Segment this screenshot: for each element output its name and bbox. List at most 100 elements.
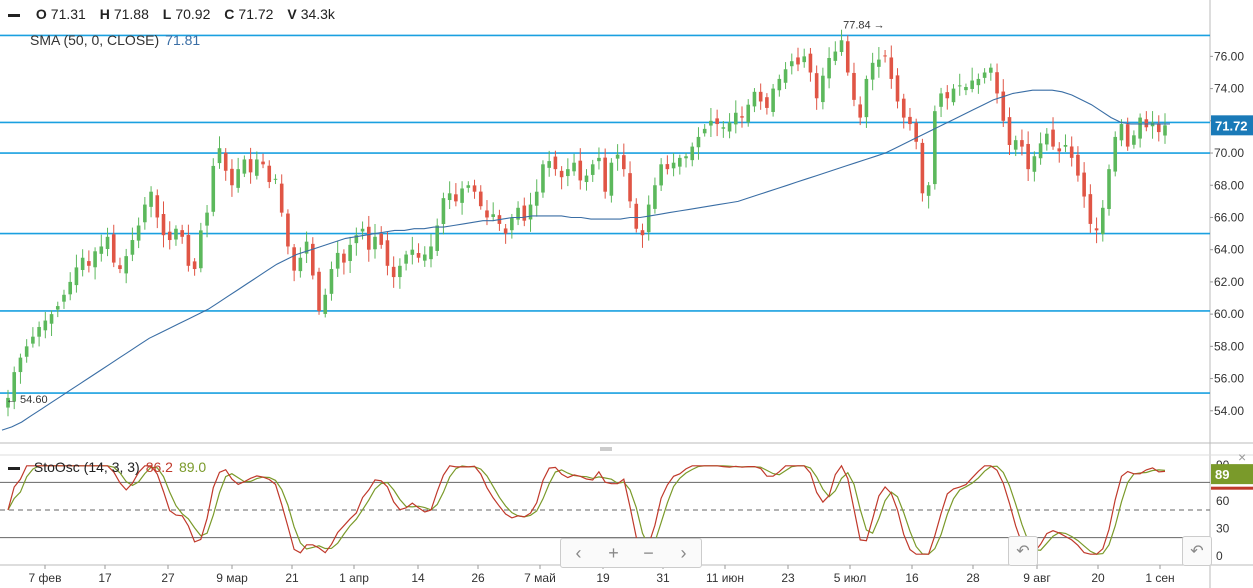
candle-body: [335, 252, 340, 269]
low-value: 70.92: [175, 6, 211, 22]
candle-body: [261, 161, 265, 165]
zoom-in-button[interactable]: +: [608, 542, 619, 563]
candle-body: [895, 75, 900, 102]
candle-body: [485, 210, 489, 218]
candle-body: [255, 159, 259, 176]
close-value: 71.72: [238, 6, 274, 22]
candle-body: [628, 173, 632, 202]
candle-body: [273, 178, 278, 180]
candle-body: [211, 165, 216, 212]
sma-legend[interactable]: SMA (50, 0, CLOSE) 71.81: [30, 32, 200, 48]
candle-body: [1163, 125, 1167, 136]
y-tick-label: 56.00: [1214, 372, 1244, 386]
stoch-legend[interactable]: StoOsc (14, 3, 3) 86.2 89.0: [8, 459, 206, 475]
candle-body: [796, 57, 800, 65]
candle-body: [466, 185, 471, 188]
scroll-left-button[interactable]: ‹: [575, 542, 582, 563]
candle-body: [1107, 169, 1111, 209]
candle-body: [957, 85, 962, 87]
candle-body: [267, 165, 272, 183]
y-tick-label: 62.00: [1214, 275, 1244, 289]
candle-body: [478, 191, 483, 207]
undo-icon: ↶: [1016, 543, 1030, 560]
candle-body: [995, 72, 999, 94]
candle-body: [752, 91, 757, 107]
undo-icon: ↶: [1190, 543, 1204, 560]
zoom-out-button[interactable]: −: [643, 542, 654, 563]
candle-body: [584, 175, 589, 183]
candle-body: [429, 246, 433, 260]
candle-body: [671, 162, 676, 169]
candle-body: [559, 170, 564, 178]
y-tick-label: 66.00: [1214, 210, 1244, 224]
candle-body: [908, 116, 912, 125]
candle-body: [1001, 91, 1006, 121]
candle-body: [37, 327, 41, 337]
x-tick-label: 5 июл: [834, 571, 866, 585]
candle-body: [702, 128, 707, 134]
candle-body: [31, 336, 35, 344]
candle-body: [864, 78, 869, 118]
collapse-icon[interactable]: [8, 13, 20, 17]
candle-body: [609, 162, 614, 196]
candle-body: [522, 205, 527, 221]
scroll-right-button[interactable]: ›: [680, 542, 687, 563]
low-annotation: ← 54.60: [6, 394, 48, 406]
collapse-icon[interactable]: [8, 466, 20, 470]
reset-view-button[interactable]: ↶: [1008, 536, 1038, 566]
candle-body: [740, 116, 744, 118]
candle-body: [422, 254, 427, 261]
x-tick-label: 31: [656, 571, 670, 585]
x-tick-label: 1 апр: [339, 571, 369, 585]
candle-body: [516, 207, 520, 220]
y-tick-label: 60.00: [1214, 307, 1244, 321]
candle-body: [1076, 154, 1080, 176]
candle-body: [765, 97, 769, 108]
high-value: 71.88: [113, 6, 149, 22]
resize-handle: [600, 447, 612, 451]
x-tick-label: 7 фев: [29, 571, 62, 585]
candle-body: [503, 228, 508, 234]
x-tick-label: 14: [411, 571, 425, 585]
candle-body: [678, 157, 682, 167]
candle-body: [236, 169, 240, 188]
sma-value: 71.81: [165, 32, 201, 48]
candle-body: [379, 233, 384, 245]
candle-body: [982, 72, 987, 78]
candle-body: [223, 152, 228, 171]
candle-body: [180, 230, 184, 237]
candle-body: [410, 249, 415, 255]
candle-body: [199, 230, 203, 269]
reset-scale-button[interactable]: ↶: [1182, 536, 1212, 566]
candle-body: [653, 185, 657, 209]
candle-body: [105, 236, 110, 250]
stoch-k-value: 86.2: [145, 459, 173, 475]
candle-body: [901, 98, 906, 118]
candle-body: [926, 185, 931, 196]
candle-body: [684, 156, 688, 159]
candle-body: [989, 67, 993, 73]
x-tick-label: 28: [966, 571, 980, 585]
candle-body: [248, 159, 253, 173]
candle-body: [1125, 124, 1130, 147]
candle-body: [136, 225, 141, 241]
candle-body: [329, 269, 334, 294]
candle-body: [99, 246, 104, 254]
candle-body: [640, 230, 645, 236]
candle-body: [877, 59, 881, 67]
x-tick-label: 9 авг: [1023, 571, 1051, 585]
candle-body: [945, 92, 950, 99]
candle-body: [827, 57, 831, 79]
candle-body: [858, 104, 862, 118]
candle-body: [883, 55, 887, 57]
candle-body: [914, 122, 918, 142]
candle-body: [68, 281, 73, 295]
candle-body: [454, 194, 458, 202]
candle-body: [391, 266, 396, 278]
candle-body: [758, 91, 763, 102]
x-tick-label: 27: [161, 571, 175, 585]
candle-body: [130, 240, 135, 255]
candle-body: [373, 236, 377, 250]
candle-body: [833, 51, 838, 61]
